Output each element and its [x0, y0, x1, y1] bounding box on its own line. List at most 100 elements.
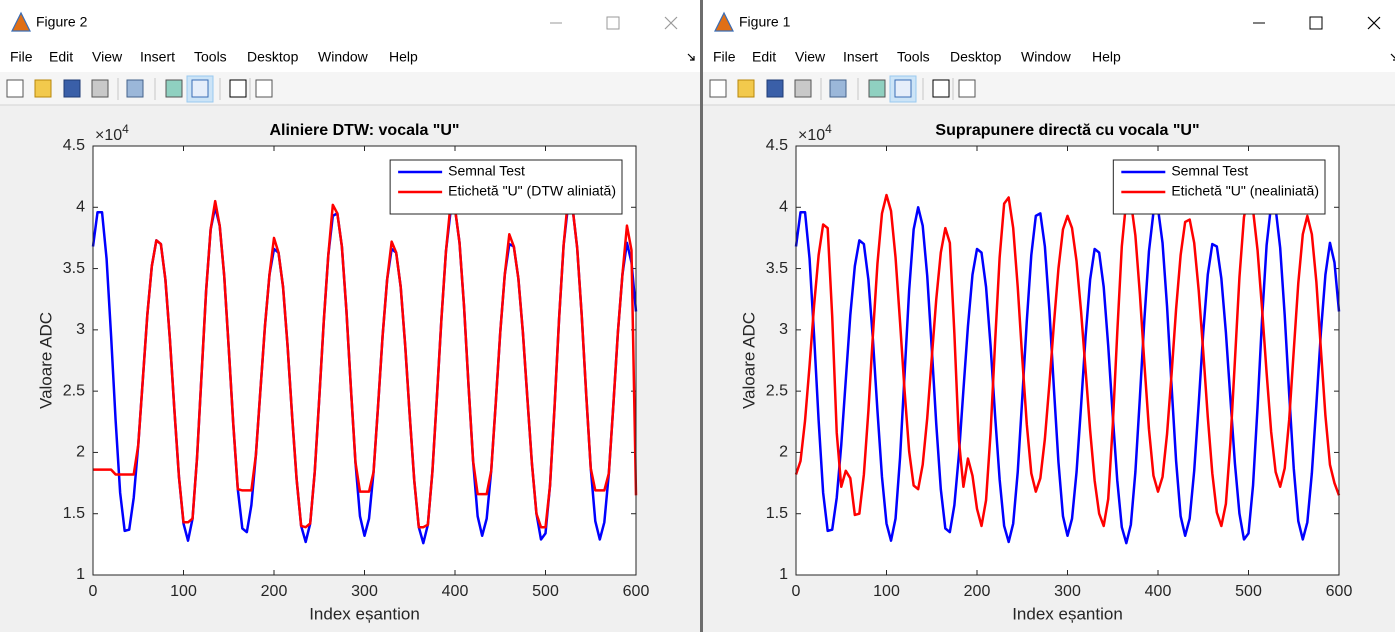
close-button[interactable]: [664, 16, 678, 30]
axes-box: [92, 145, 637, 576]
y-tick-label: 1.5: [63, 505, 85, 522]
open-file-tool[interactable]: [737, 79, 755, 98]
y-multiplier-base: ×10: [798, 127, 825, 144]
x-tick-label: 0: [89, 583, 98, 600]
y-multiplier-exponent: 4: [122, 122, 129, 136]
print-tool[interactable]: [91, 79, 109, 98]
menu-item[interactable]: Tools: [897, 49, 930, 65]
legend-label: Etichetă "U" (nealiniată): [1171, 183, 1319, 199]
x-tick-label: 300: [351, 583, 378, 600]
x-tick-label: 0: [792, 583, 801, 600]
property-inspector-tool[interactable]: [958, 79, 976, 98]
x-tick-label: 400: [442, 583, 469, 600]
menu-bar: [0, 45, 700, 72]
menu-item[interactable]: Edit: [752, 49, 776, 65]
x-tick-label: 600: [1326, 583, 1353, 600]
x-tick-label: 400: [1145, 583, 1172, 600]
legend-box: [1112, 159, 1326, 215]
edit-plot-tool[interactable]: [932, 79, 950, 98]
property-inspector-tool[interactable]: [255, 79, 273, 98]
link-plot-tool[interactable]: [126, 79, 144, 98]
colorbar-tool[interactable]: [868, 79, 886, 98]
chart: Aliniere DTW: vocala "U" 1 1.5 2 2.5 3 3.5 4 4.5…: [36, 122, 649, 623]
toolbar: [0, 72, 700, 105]
legend-label: Semnal Test: [1171, 163, 1248, 179]
maximize-button[interactable]: [1309, 16, 1323, 30]
menu-item[interactable]: View: [795, 49, 826, 65]
y-tick-label: 4.5: [766, 137, 788, 154]
menu-item[interactable]: Desktop: [247, 49, 299, 65]
menu-item[interactable]: Window: [1021, 49, 1072, 65]
window-title: Figure 1: [739, 14, 791, 30]
y-tick-label: 2.5: [766, 382, 788, 399]
link-plot-tool[interactable]: [829, 79, 847, 98]
print-tool[interactable]: [794, 79, 812, 98]
chart-title: Aliniere DTW: vocala "U": [269, 122, 459, 139]
menu-item[interactable]: Tools: [194, 49, 227, 65]
legend: Semnal Test Etichetă "U" (DTW aliniată): [389, 159, 623, 215]
y-tick-label: 1.5: [766, 505, 788, 522]
y-tick-label: 3.5: [63, 260, 85, 277]
window-separator: [700, 0, 703, 632]
legend-tool[interactable]: [191, 79, 209, 98]
x-axis-label: Index eșantion: [309, 604, 420, 623]
y-tick-label: 4: [779, 199, 788, 216]
legend-label: Semnal Test: [448, 163, 525, 179]
menu-bar: [703, 45, 1395, 72]
y-tick-label: 2: [779, 444, 788, 461]
legend-box: [389, 159, 623, 215]
chart-title: Suprapunere directă cu vocala "U": [935, 122, 1199, 139]
series-line: [93, 196, 638, 529]
x-tick-label: 600: [623, 583, 650, 600]
menu-item[interactable]: Help: [389, 49, 418, 65]
x-axis-label: Index eșantion: [1012, 604, 1123, 623]
new-file-tool[interactable]: [709, 79, 727, 98]
title-bar: [703, 0, 1395, 45]
menu-item[interactable]: File: [10, 49, 33, 65]
x-tick-label: 100: [873, 583, 900, 600]
y-tick-label: 2: [76, 444, 85, 461]
new-file-tool[interactable]: [6, 79, 24, 98]
figure-window: Figure 1 File Edit View Insert Tools Desktop Wi…: [703, 0, 1395, 106]
open-file-tool[interactable]: [34, 79, 52, 98]
toolbar: [703, 72, 1395, 105]
dock-arrow[interactable]: [687, 53, 695, 61]
x-tick-label: 500: [1235, 583, 1262, 600]
title-bar: [0, 0, 700, 45]
menu-item[interactable]: Insert: [140, 49, 175, 65]
x-tick-label: 200: [261, 583, 288, 600]
menu-item[interactable]: Insert: [843, 49, 878, 65]
y-multiplier-exponent: 4: [825, 122, 832, 136]
x-tick-label: 100: [170, 583, 197, 600]
y-tick-label: 1: [76, 566, 85, 583]
menu-item[interactable]: Desktop: [950, 49, 1002, 65]
y-tick-label: 3: [779, 321, 788, 338]
colorbar-tool[interactable]: [165, 79, 183, 98]
figure-window: Figure 2 File Edit View Insert Tools Desktop Wi…: [0, 0, 700, 106]
save-tool[interactable]: [766, 79, 784, 98]
legend-tool[interactable]: [894, 79, 912, 98]
legend: Semnal Test Etichetă "U" (nealiniată): [1112, 159, 1326, 215]
y-multiplier: ×104: [798, 122, 832, 144]
y-tick-label: 2.5: [63, 382, 85, 399]
dock-arrow[interactable]: [1390, 53, 1395, 61]
menu-item[interactable]: Edit: [49, 49, 73, 65]
y-tick-label: 3: [76, 321, 85, 338]
y-multiplier-base: ×10: [95, 127, 122, 144]
menu-item[interactable]: View: [92, 49, 123, 65]
chart: Suprapunere directă cu vocala "U" 1 1.5 2 2.…: [739, 122, 1352, 623]
menu-item[interactable]: Help: [1092, 49, 1121, 65]
edit-plot-tool[interactable]: [229, 79, 247, 98]
menu-item[interactable]: File: [713, 49, 736, 65]
maximize-button[interactable]: [606, 16, 620, 30]
menu-item[interactable]: Window: [318, 49, 369, 65]
y-multiplier: ×104: [95, 122, 129, 144]
y-tick-label: 3.5: [766, 260, 788, 277]
axes-box: [795, 145, 1340, 576]
y-tick-label: 1: [779, 566, 788, 583]
save-tool[interactable]: [63, 79, 81, 98]
y-axis-label: Valoare ADC: [739, 312, 758, 409]
close-button[interactable]: [1367, 16, 1381, 30]
